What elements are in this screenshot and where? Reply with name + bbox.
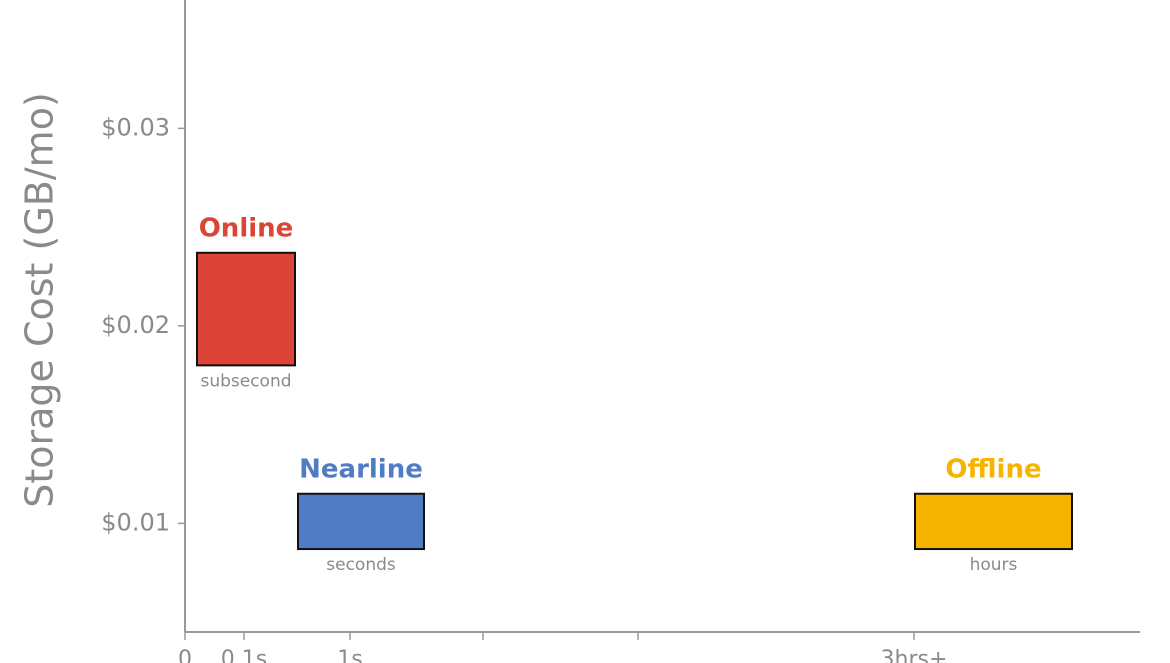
x-tick-label: 0.1s [221,647,267,663]
range-box [914,492,1073,551]
y-tick-label: $0.03 [101,113,170,141]
y-tick-label: $0.01 [101,508,170,536]
range-box [196,251,296,367]
range-box [297,492,425,551]
x-tick-label: 3hrs+ [881,647,948,663]
series-sublabel: seconds [326,555,396,575]
series-label: Offline [945,454,1041,484]
series-label: Nearline [299,454,423,484]
series-sublabel: hours [970,555,1018,575]
x-tick-label: 0 [178,647,192,663]
x-tick-label: 1s [337,647,362,663]
series-label: Online [199,213,294,243]
y-tick-label: $0.02 [101,311,170,339]
y-axis-label: Storage Cost (GB/mo) [18,92,62,508]
series-sublabel: subsecond [200,371,291,391]
